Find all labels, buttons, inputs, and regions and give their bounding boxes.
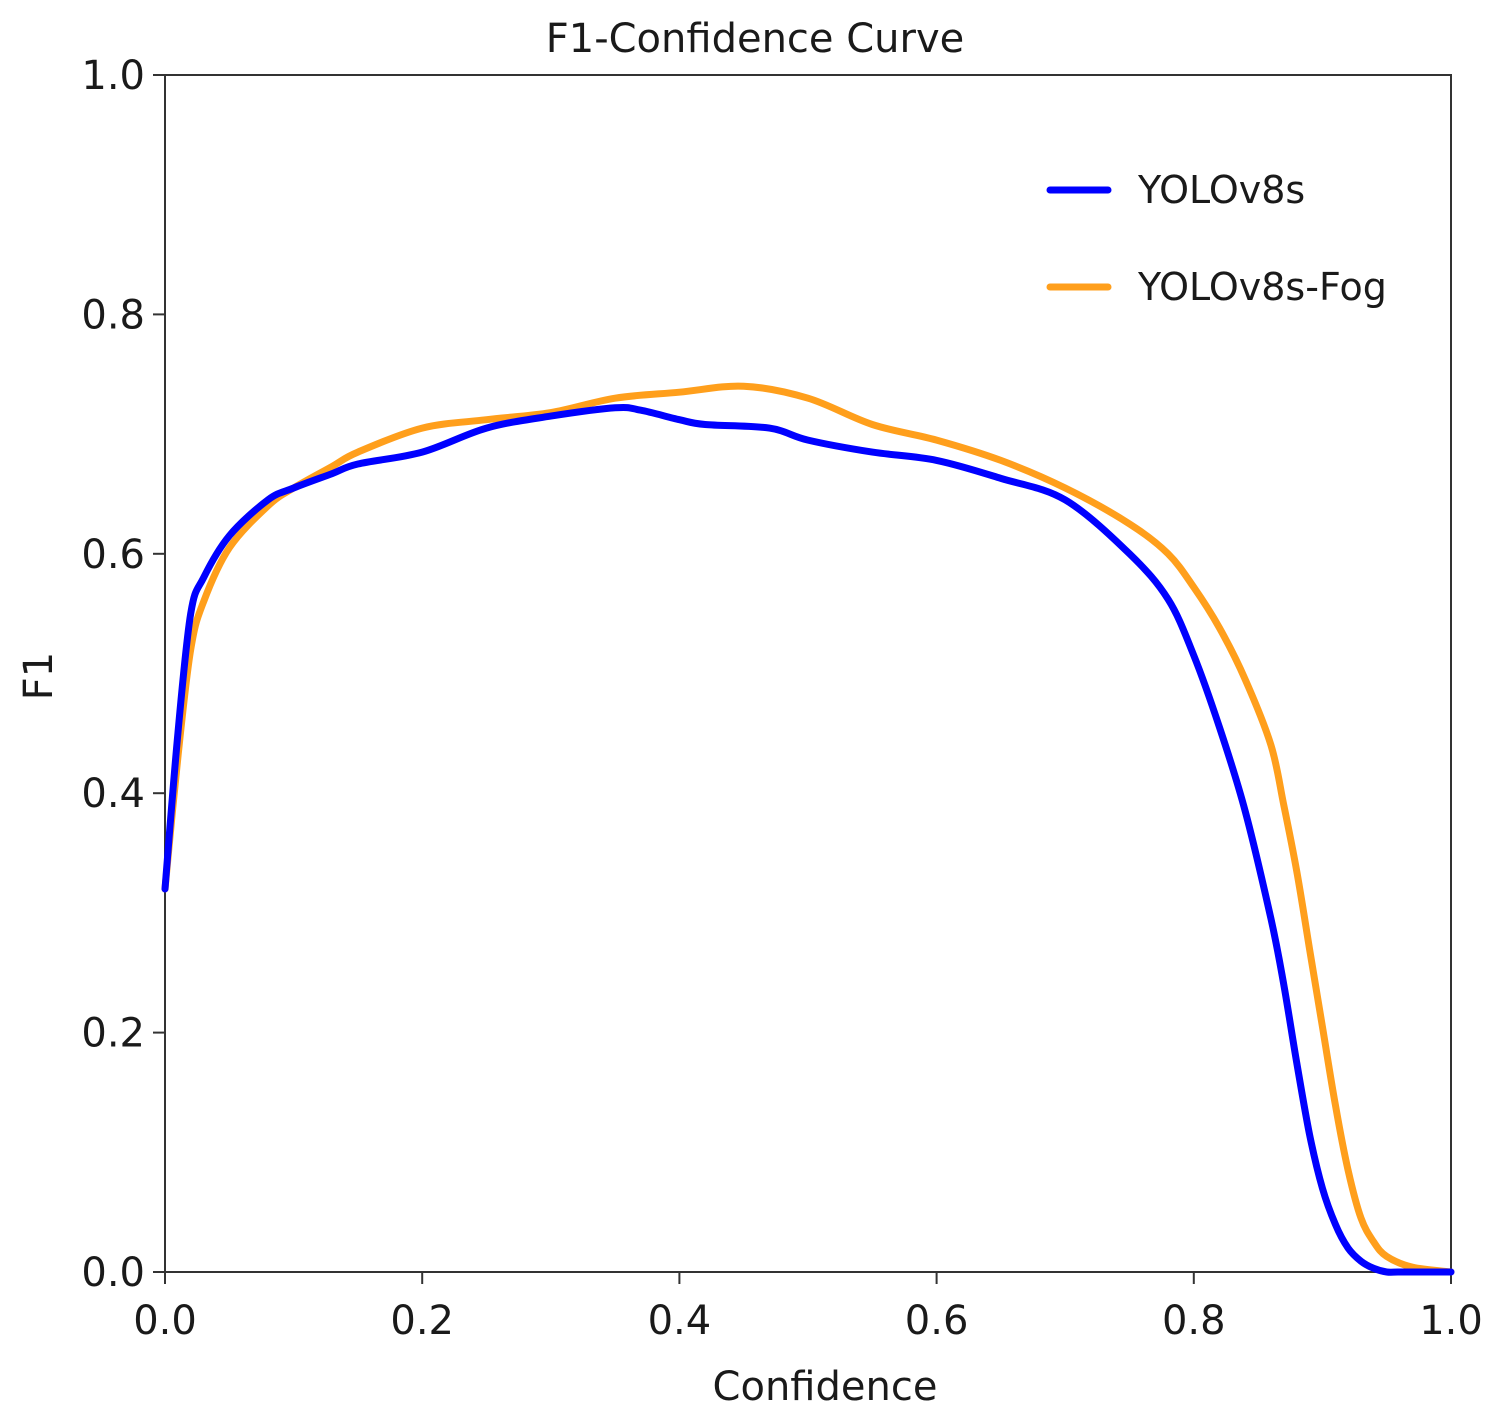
series-line-yolov8s xyxy=(161,403,1455,1276)
x-tick-label: 0.8 xyxy=(1162,1298,1226,1344)
x-axis-label: Confidence xyxy=(713,1364,938,1410)
x-tick-label: 1.0 xyxy=(1419,1298,1483,1344)
series-layer xyxy=(161,382,1455,1276)
x-tick-label: 0.4 xyxy=(648,1298,712,1344)
y-axis: 0.0 0.2 0.4 0.6 0.8 1.0 xyxy=(81,53,165,1296)
chart-title: F1-Confidence Curve xyxy=(546,16,965,62)
y-tick-label: 0.2 xyxy=(81,1011,145,1057)
legend-label: YOLOv8s-Fog xyxy=(1137,265,1387,309)
x-tick-label: 0.2 xyxy=(390,1298,454,1344)
x-tick-label: 0.0 xyxy=(133,1298,197,1344)
legend: YOLOv8s YOLOv8s-Fog xyxy=(1046,168,1387,309)
legend-label: YOLOv8s xyxy=(1137,168,1305,212)
y-axis-label: F1 xyxy=(16,652,62,700)
y-tick-label: 0.4 xyxy=(81,771,145,817)
y-tick-label: 0.8 xyxy=(81,292,145,338)
y-tick-label: 0.6 xyxy=(81,532,145,578)
y-tick-label: 0.0 xyxy=(81,1250,145,1296)
x-tick-label: 0.6 xyxy=(905,1298,969,1344)
x-axis: 0.0 0.2 0.4 0.6 0.8 1.0 xyxy=(133,1272,1483,1344)
plot-frame xyxy=(164,74,1452,1273)
y-tick-label: 1.0 xyxy=(81,53,145,99)
plot-area xyxy=(164,74,1452,1273)
